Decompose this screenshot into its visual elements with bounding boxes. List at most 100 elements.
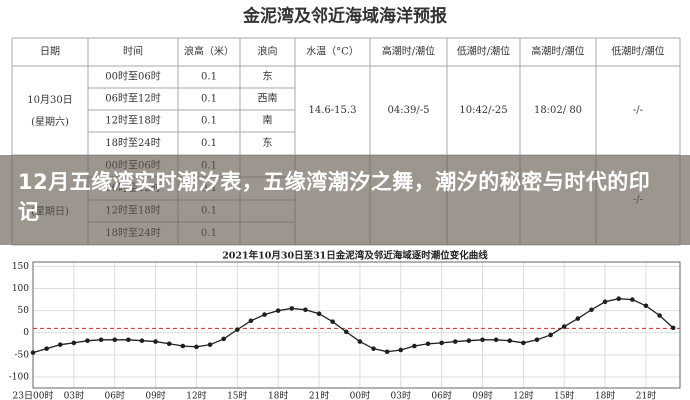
- point: [180, 343, 186, 349]
- point: [85, 338, 90, 343]
- x-tick-label: 18时: [268, 390, 288, 400]
- column-header: 高潮时/潮位: [531, 45, 584, 58]
- column-header: 时间: [123, 45, 143, 58]
- wave-direction: 南: [263, 114, 273, 127]
- x-tick-label: 09时: [472, 390, 492, 400]
- wave-height: 0.1: [201, 94, 217, 105]
- x-tick-label: 06时: [104, 390, 124, 400]
- column-header: 浪高（米）: [184, 45, 234, 58]
- point: [371, 346, 376, 351]
- x-tick-label: 12时: [186, 390, 206, 400]
- point: [643, 303, 649, 309]
- x-tick-label: 12时: [513, 390, 533, 400]
- point: [452, 339, 458, 344]
- point: [44, 346, 49, 351]
- point: [275, 308, 281, 313]
- x-tick-label: 00时: [350, 390, 370, 400]
- point: [480, 337, 485, 343]
- x-tick-label: 18时: [595, 390, 615, 400]
- point: [602, 299, 608, 305]
- point: [507, 338, 513, 343]
- point: [153, 339, 158, 344]
- wave-height: 0.1: [201, 72, 217, 83]
- point: [139, 338, 145, 343]
- point: [561, 324, 567, 329]
- point: [466, 338, 472, 343]
- point: [521, 340, 526, 346]
- date: 10月30日: [27, 94, 72, 106]
- weekday: (星期六): [31, 116, 69, 128]
- x-tick-label: 15时: [227, 390, 247, 400]
- tide: 10:42/-25: [459, 105, 507, 116]
- time-range: 18时至24时: [105, 137, 160, 149]
- point: [670, 325, 676, 331]
- point: [493, 337, 499, 343]
- tide-line: [32, 298, 674, 354]
- table-title: 金泥湾及邻近海域海洋预报: [242, 6, 447, 27]
- time-range: 06时至12时: [105, 93, 160, 105]
- point: [439, 340, 444, 346]
- time-range: 00时至06时: [105, 71, 160, 83]
- point: [221, 336, 226, 342]
- overlay-band: 12月五缘湾实时潮汐表，五缘湾潮汐之舞，潮汐的秘密与时代的印记: [0, 155, 690, 245]
- wave-height: 0.1: [201, 116, 217, 127]
- wave-height: 0.1: [201, 138, 217, 149]
- point: [425, 341, 431, 347]
- column-header: 日期: [40, 46, 60, 58]
- column-header: 低潮时/潮位: [611, 45, 664, 58]
- point: [126, 337, 131, 343]
- point: [289, 306, 295, 311]
- water-temp: 14.6-15.3: [309, 105, 357, 116]
- column-header: 浪向: [258, 45, 278, 58]
- y-tick-label: -100: [9, 372, 29, 382]
- point: [343, 329, 349, 335]
- overlay-title: 12月五缘湾实时潮汐表，五缘湾潮汐之舞，潮汐的秘密与时代的印记: [18, 170, 651, 224]
- point: [630, 297, 635, 302]
- column-header: 水温（°C）: [306, 46, 359, 58]
- x-tick-label: 09时: [145, 390, 165, 400]
- point: [248, 318, 254, 324]
- column-header: 高潮时/潮位: [382, 45, 435, 58]
- point: [166, 341, 172, 347]
- point: [194, 344, 199, 350]
- point: [303, 307, 308, 313]
- y-tick-label: 150: [12, 262, 29, 272]
- y-tick-label: 100: [12, 284, 29, 294]
- point: [575, 316, 581, 321]
- wave-direction: 东: [263, 136, 273, 149]
- point: [30, 350, 36, 355]
- x-tick-label: 21时: [309, 390, 329, 400]
- chart-title: 2021年10月30日至31日金泥湾及邻近海域逐时潮位变化曲线: [222, 250, 488, 262]
- point: [71, 340, 77, 346]
- point: [657, 313, 662, 318]
- point: [616, 296, 622, 301]
- wave-direction: 东: [263, 70, 273, 83]
- point: [316, 311, 322, 317]
- wave-direction: 西南: [258, 92, 278, 105]
- chart: 2021年10月30日至31日金泥湾及邻近海域逐时潮位变化曲线 150 100 50 0…: [9, 250, 681, 400]
- point: [207, 342, 213, 347]
- x-tick-label: 06时: [431, 390, 451, 400]
- point: [330, 319, 335, 324]
- x-tick-label: 03时: [391, 390, 411, 400]
- time-range: 12时至18时: [105, 115, 160, 127]
- tide: 04:39/-5: [388, 105, 430, 116]
- tide: -/-: [633, 105, 643, 116]
- point: [235, 327, 240, 332]
- x-tick-label: 03时: [64, 390, 84, 400]
- point: [412, 343, 417, 349]
- point: [57, 342, 63, 347]
- point: [589, 307, 594, 313]
- tide: 18:02/ 80: [534, 105, 582, 116]
- point: [534, 337, 540, 343]
- point: [398, 347, 404, 353]
- plot-frame: [32, 261, 681, 389]
- point: [112, 337, 118, 343]
- point: [98, 337, 104, 343]
- point: [548, 332, 553, 338]
- y-tick-label: -50: [15, 350, 30, 360]
- point: [357, 339, 363, 344]
- y-tick-label: 0: [23, 328, 29, 338]
- point: [262, 312, 267, 317]
